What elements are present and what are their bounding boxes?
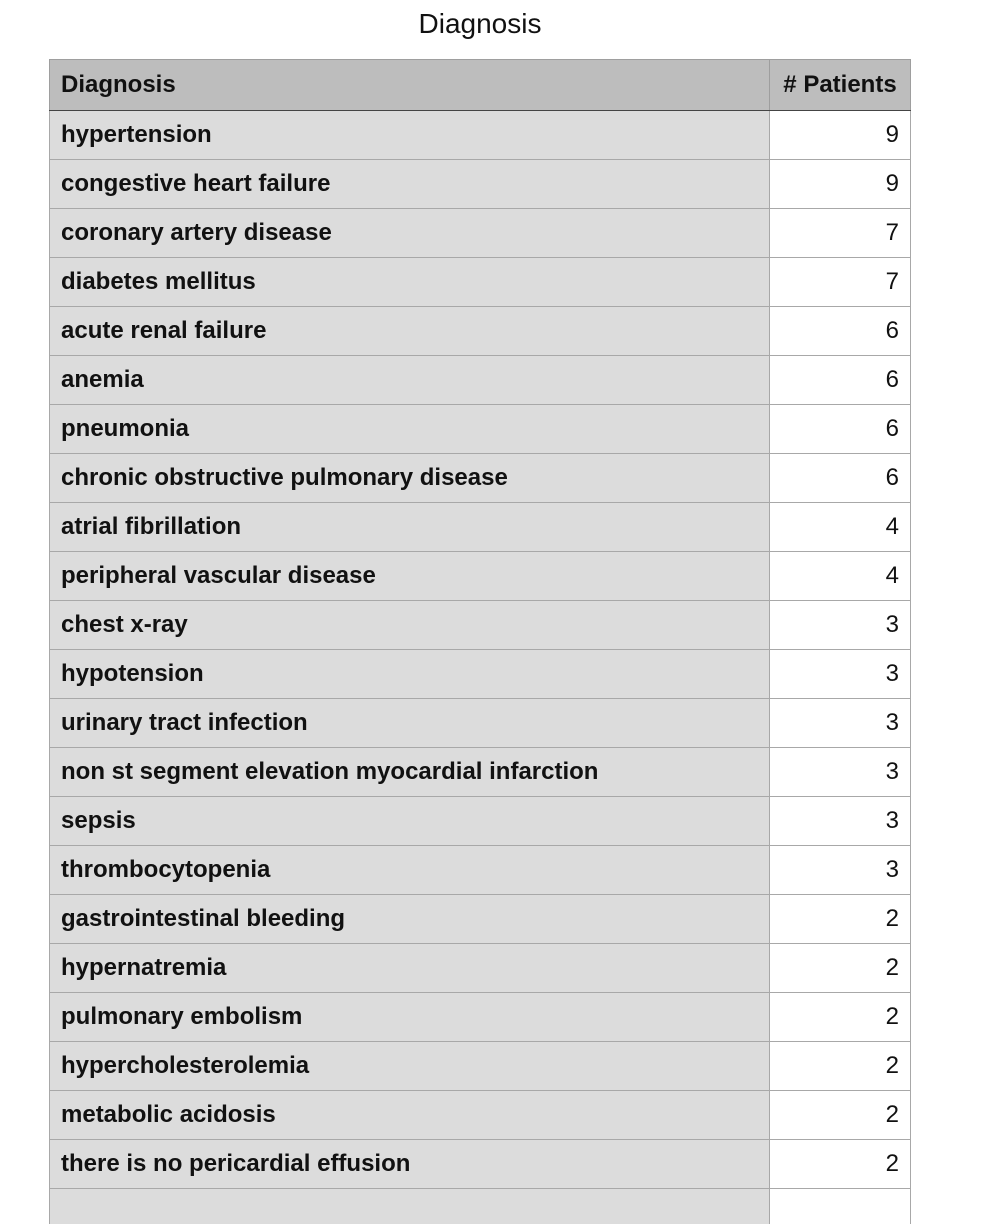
patients-count-cell[interactable]: 3 — [769, 747, 911, 797]
table-row[interactable]: diabetes mellitus 7 — [49, 257, 911, 307]
patients-count-cell[interactable]: 2 — [769, 1139, 911, 1189]
column-header-diagnosis[interactable]: Diagnosis — [49, 59, 770, 111]
table-row[interactable]: atrial fibrillation 4 — [49, 502, 911, 552]
table-row[interactable]: urinary tract infection 3 — [49, 698, 911, 748]
diagnosis-cell[interactable]: pneumonia — [49, 404, 770, 454]
patients-count-cell[interactable]: 3 — [769, 796, 911, 846]
table-body: hypertension 9 congestive heart failure 9 co… — [49, 110, 911, 1224]
patients-count-cell[interactable]: 2 — [769, 943, 911, 993]
patients-count-cell[interactable]: 3 — [769, 649, 911, 699]
diagnosis-cell[interactable]: hypotension — [49, 649, 770, 699]
table-row[interactable]: peripheral vascular disease 4 — [49, 551, 911, 601]
table-row[interactable]: chest x-ray 3 — [49, 600, 911, 650]
page-title: Diagnosis — [418, 8, 542, 39]
patients-count-cell[interactable]: 9 — [769, 159, 911, 209]
table-row[interactable]: coronary artery disease 7 — [49, 208, 911, 258]
diagnosis-cell[interactable]: hypertension — [49, 110, 770, 160]
patients-count-cell[interactable]: 2 — [769, 1041, 911, 1091]
table-row[interactable]: chronic obstructive pulmonary disease 6 — [49, 453, 911, 503]
table-row[interactable]: hypercholesterolemia 2 — [49, 1041, 911, 1091]
patients-count-cell[interactable]: 6 — [769, 453, 911, 503]
table-row[interactable]: anemia 6 — [49, 355, 911, 405]
table-row[interactable]: sepsis 3 — [49, 796, 911, 846]
patients-count-cell[interactable]: 3 — [769, 845, 911, 895]
patients-count-cell[interactable]: 2 — [769, 1090, 911, 1140]
diagnosis-cell[interactable]: diabetes mellitus — [49, 257, 770, 307]
table-row[interactable]: hypernatremia 2 — [49, 943, 911, 993]
patients-count-cell[interactable]: 3 — [769, 600, 911, 650]
column-header-patients[interactable]: # Patients — [769, 59, 911, 111]
patients-count-cell[interactable]: 4 — [769, 551, 911, 601]
table-row[interactable]: there is no pericardial effusion 2 — [49, 1139, 911, 1189]
diagnosis-cell[interactable]: atrial fibrillation — [49, 502, 770, 552]
table-row[interactable]: gastrointestinal bleeding 2 — [49, 894, 911, 944]
diagnosis-cell[interactable]: chronic obstructive pulmonary disease — [49, 453, 770, 503]
diagnosis-cell[interactable]: there is no pericardial effusion — [49, 1139, 770, 1189]
diagnosis-cell[interactable]: gastrointestinal bleeding — [49, 894, 770, 944]
diagnosis-cell[interactable]: pulmonary embolism — [49, 992, 770, 1042]
patients-count-cell[interactable]: 9 — [769, 110, 911, 160]
diagnosis-cell[interactable]: peripheral vascular disease — [49, 551, 770, 601]
patients-count-cell[interactable]: 7 — [769, 208, 911, 258]
patients-count-cell[interactable]: 3 — [769, 698, 911, 748]
diagnosis-table: Diagnosis # Patients hypertension 9 conges… — [49, 59, 911, 1224]
table-row[interactable]: non st segment elevation myocardial infa… — [49, 747, 911, 797]
diagnosis-cell[interactable]: congestive heart failure — [49, 159, 770, 209]
diagnosis-cell[interactable]: chest x-ray — [49, 600, 770, 650]
table-row[interactable]: pneumonia 6 — [49, 404, 911, 454]
patients-count-cell[interactable]: 7 — [769, 257, 911, 307]
patients-count-cell[interactable]: 6 — [769, 404, 911, 454]
diagnosis-cell[interactable]: urinary tract infection — [49, 698, 770, 748]
diagnosis-cell[interactable]: hypernatremia — [49, 943, 770, 993]
table-row[interactable]: hypotension 3 — [49, 649, 911, 699]
diagnosis-cell[interactable]: non st segment elevation myocardial infa… — [49, 747, 770, 797]
patients-count-cell[interactable]: 4 — [769, 502, 911, 552]
table-row[interactable]: metabolic acidosis 2 — [49, 1090, 911, 1140]
patients-count-cell[interactable] — [769, 1188, 911, 1224]
diagnosis-cell[interactable]: sepsis — [49, 796, 770, 846]
diagnosis-cell[interactable]: anemia — [49, 355, 770, 405]
table-row[interactable]: hypertension 9 — [49, 110, 911, 160]
patients-count-cell[interactable]: 2 — [769, 894, 911, 944]
diagnosis-cell[interactable]: hypercholesterolemia — [49, 1041, 770, 1091]
table-row[interactable]: pulmonary embolism 2 — [49, 992, 911, 1042]
patients-count-cell[interactable]: 6 — [769, 306, 911, 356]
diagnosis-cell[interactable]: thrombocytopenia — [49, 845, 770, 895]
patients-count-cell[interactable]: 2 — [769, 992, 911, 1042]
diagnosis-cell[interactable] — [49, 1188, 770, 1224]
diagnosis-cell[interactable]: metabolic acidosis — [49, 1090, 770, 1140]
table-row[interactable]: thrombocytopenia 3 — [49, 845, 911, 895]
diagnosis-cell[interactable]: acute renal failure — [49, 306, 770, 356]
table-row[interactable]: acute renal failure 6 — [49, 306, 911, 356]
diagnosis-cell[interactable]: coronary artery disease — [49, 208, 770, 258]
table-header-row: Diagnosis # Patients — [49, 59, 911, 111]
patients-count-cell[interactable]: 6 — [769, 355, 911, 405]
table-row[interactable]: congestive heart failure 9 — [49, 159, 911, 209]
table-row[interactable] — [49, 1188, 911, 1224]
